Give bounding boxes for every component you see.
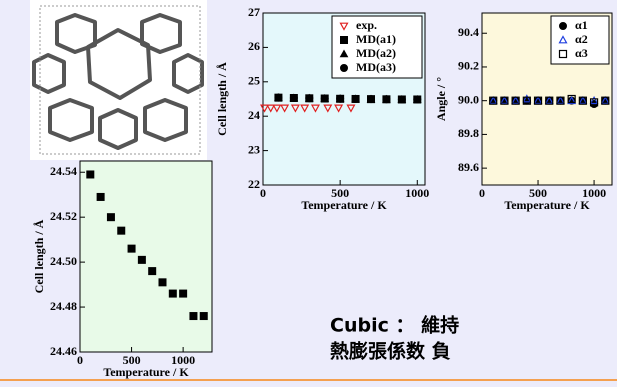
- y-tick-label: 22: [248, 177, 260, 191]
- marker: [159, 279, 166, 286]
- marker: [368, 96, 375, 103]
- marker: [149, 268, 156, 275]
- legend-label: exp.: [356, 18, 377, 32]
- x-axis-label: Temperature / K: [504, 198, 590, 212]
- marker: [290, 95, 297, 102]
- marker: [87, 171, 94, 178]
- x-axis-label: Temperature / K: [301, 198, 387, 212]
- legend-marker: [341, 37, 348, 44]
- legend-label: α1: [575, 18, 588, 32]
- legend-label: MD(a2): [356, 46, 396, 60]
- marker: [352, 95, 359, 102]
- note-line: 熱膨張係数 負: [330, 340, 451, 363]
- y-axis-label: Angle / °: [434, 77, 448, 121]
- marker: [169, 290, 176, 297]
- y-tick-label: 26: [248, 39, 260, 53]
- note-line: Cubic ： 維持: [330, 314, 459, 337]
- y-tick-label: 24.54: [50, 164, 77, 178]
- y-tick-label: 23: [248, 142, 260, 156]
- marker: [383, 96, 390, 103]
- marker: [200, 313, 207, 320]
- x-tick-label: 0: [479, 186, 485, 200]
- slide: Cubic ： 維持 熱膨張係数 負 22232425262705001000T…: [0, 0, 617, 387]
- legend-label: α2: [575, 32, 588, 46]
- y-tick-label: 89.8: [458, 126, 479, 140]
- legend-label: α3: [575, 46, 588, 60]
- legend-label: MD(a3): [356, 60, 396, 74]
- y-tick-label: 24.46: [50, 344, 77, 358]
- y-axis-label: Cell length / Å: [215, 62, 229, 136]
- marker: [138, 256, 145, 263]
- x-tick-label: 0: [260, 186, 266, 200]
- legend-marker: [560, 23, 567, 30]
- zeolite-structure-image: [30, 0, 207, 160]
- y-tick-label: 24.50: [50, 254, 77, 268]
- y-tick-label: 90.0: [458, 92, 479, 106]
- y-tick-label: 90.4: [458, 25, 479, 39]
- y-tick-label: 24: [248, 108, 260, 122]
- x-tick-label: 0: [77, 353, 83, 367]
- marker: [118, 227, 125, 234]
- x-axis-label: Temperature / K: [103, 365, 189, 379]
- marker: [190, 313, 197, 320]
- marker: [107, 214, 114, 221]
- marker: [398, 96, 405, 103]
- y-tick-label: 89.6: [458, 160, 479, 174]
- plot-area: [80, 161, 212, 352]
- marker: [128, 245, 135, 252]
- x-tick-label: 1000: [405, 186, 429, 200]
- marker: [97, 193, 104, 200]
- y-tick-label: 25: [248, 74, 260, 88]
- marker: [275, 94, 282, 101]
- marker: [180, 290, 187, 297]
- legend-label: MD(a1): [356, 32, 396, 46]
- y-tick-label: 90.2: [458, 59, 479, 73]
- marker: [306, 95, 313, 102]
- y-axis-label: Cell length / Å: [32, 219, 46, 293]
- y-tick-label: 27: [248, 5, 260, 19]
- marker: [414, 96, 421, 103]
- legend-marker: [341, 65, 348, 72]
- y-tick-label: 24.48: [50, 299, 77, 313]
- marker: [321, 95, 328, 102]
- y-tick-label: 24.52: [50, 209, 77, 223]
- marker: [337, 95, 344, 102]
